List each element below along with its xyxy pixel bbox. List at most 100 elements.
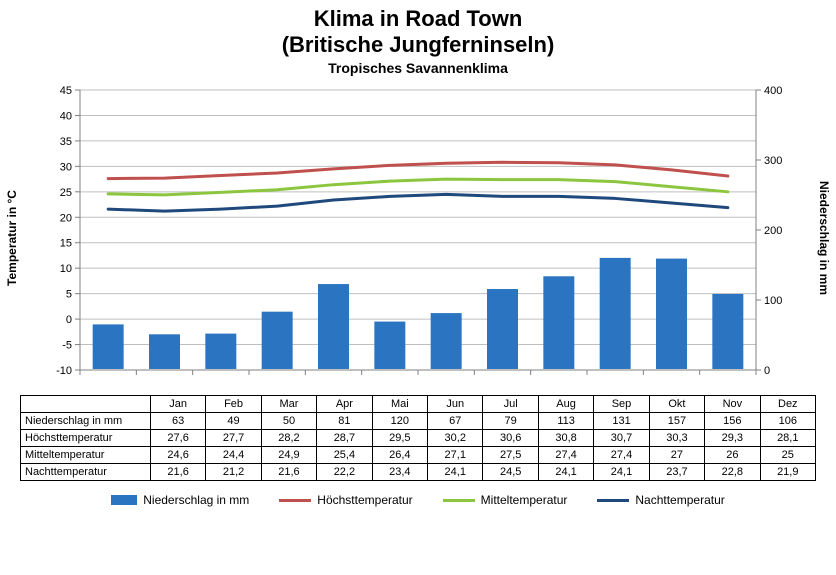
data-cell: 30,3	[649, 430, 704, 447]
data-cell: 25,4	[317, 447, 372, 464]
svg-text:400: 400	[764, 85, 782, 97]
svg-text:30: 30	[60, 161, 72, 173]
row-header: Höchsttemperatur	[21, 430, 151, 447]
line-swatch-hoechst	[279, 499, 311, 502]
data-cell: 30,7	[594, 430, 649, 447]
data-cell: 81	[317, 413, 372, 430]
data-cell: 30,2	[428, 430, 483, 447]
data-cell: 79	[483, 413, 538, 430]
month-header: Jan	[150, 396, 205, 413]
svg-text:200: 200	[764, 225, 782, 237]
title-block: Klima in Road Town (Britische Jungfernin…	[0, 0, 836, 76]
data-cell: 21,6	[261, 464, 316, 481]
data-cell: 26	[705, 447, 760, 464]
table-row: Höchsttemperatur27,627,728,228,729,530,2…	[21, 430, 816, 447]
svg-text:100: 100	[764, 295, 782, 307]
legend-label-niederschlag: Niederschlag in mm	[143, 493, 249, 507]
data-cell: 25	[760, 447, 815, 464]
data-cell: 23,4	[372, 464, 427, 481]
month-header: Feb	[206, 396, 261, 413]
month-header: Mar	[261, 396, 316, 413]
data-cell: 24,1	[594, 464, 649, 481]
svg-text:0: 0	[764, 365, 770, 377]
title-line-2: (Britische Jungferninseln)	[0, 32, 836, 58]
legend: Niederschlag in mm Höchsttemperatur Mitt…	[0, 493, 836, 507]
data-cell: 22,2	[317, 464, 372, 481]
legend-label-nacht: Nachttemperatur	[635, 493, 724, 507]
month-header: Mai	[372, 396, 427, 413]
data-cell: 30,6	[483, 430, 538, 447]
chart-svg: -10-50510152025303540450100200300400	[20, 80, 816, 390]
data-cell: 27,6	[150, 430, 205, 447]
svg-text:35: 35	[60, 136, 72, 148]
table-row: Mitteltemperatur24,624,424,925,426,427,1…	[21, 447, 816, 464]
legend-label-mittel: Mitteltemperatur	[481, 493, 568, 507]
month-header: Okt	[649, 396, 704, 413]
data-cell: 24,1	[538, 464, 593, 481]
table-row: Niederschlag in mm6349508112067791131311…	[21, 413, 816, 430]
legend-item-hoechst: Höchsttemperatur	[279, 493, 412, 507]
table-corner	[21, 396, 151, 413]
data-cell: 24,6	[150, 447, 205, 464]
month-header: Jul	[483, 396, 538, 413]
legend-item-niederschlag: Niederschlag in mm	[111, 493, 249, 507]
table-header-row: JanFebMarAprMaiJunJulAugSepOktNovDez	[21, 396, 816, 413]
line-swatch-mittel	[443, 499, 475, 502]
data-cell: 21,2	[206, 464, 261, 481]
data-cell: 49	[206, 413, 261, 430]
legend-label-hoechst: Höchsttemperatur	[317, 493, 412, 507]
svg-text:10: 10	[60, 263, 72, 275]
data-cell: 156	[705, 413, 760, 430]
row-header: Niederschlag in mm	[21, 413, 151, 430]
data-cell: 67	[428, 413, 483, 430]
data-cell: 24,5	[483, 464, 538, 481]
data-cell: 21,9	[760, 464, 815, 481]
data-cell: 28,2	[261, 430, 316, 447]
svg-text:300: 300	[764, 155, 782, 167]
data-cell: 113	[538, 413, 593, 430]
chart-area: Temperatur in °C Niederschlag in mm -10-…	[20, 80, 816, 395]
data-cell: 27,4	[538, 447, 593, 464]
y-axis-right-label: Niederschlag in mm	[817, 180, 831, 294]
svg-text:5: 5	[66, 289, 72, 301]
data-cell: 30,8	[538, 430, 593, 447]
data-cell: 22,8	[705, 464, 760, 481]
month-header: Dez	[760, 396, 815, 413]
line-swatch-nacht	[597, 499, 629, 502]
data-cell: 24,9	[261, 447, 316, 464]
svg-text:40: 40	[60, 110, 72, 122]
svg-text:25: 25	[60, 187, 72, 199]
bar-swatch	[111, 495, 137, 505]
data-cell: 24,1	[428, 464, 483, 481]
month-header: Jun	[428, 396, 483, 413]
row-header: Mitteltemperatur	[21, 447, 151, 464]
data-cell: 106	[760, 413, 815, 430]
data-cell: 28,7	[317, 430, 372, 447]
svg-text:45: 45	[60, 85, 72, 97]
data-cell: 27,5	[483, 447, 538, 464]
month-header: Nov	[705, 396, 760, 413]
data-cell: 23,7	[649, 464, 704, 481]
data-cell: 63	[150, 413, 205, 430]
climate-chart-container: Klima in Road Town (Britische Jungfernin…	[0, 0, 836, 575]
month-header: Sep	[594, 396, 649, 413]
svg-text:-10: -10	[56, 365, 72, 377]
svg-text:20: 20	[60, 212, 72, 224]
data-cell: 24,4	[206, 447, 261, 464]
subtitle: Tropisches Savannenklima	[0, 60, 836, 76]
svg-text:-5: -5	[62, 340, 72, 352]
data-cell: 29,5	[372, 430, 427, 447]
data-cell: 131	[594, 413, 649, 430]
svg-text:0: 0	[66, 314, 72, 326]
data-cell: 27,1	[428, 447, 483, 464]
row-header: Nachttemperatur	[21, 464, 151, 481]
data-cell: 50	[261, 413, 316, 430]
data-cell: 27,4	[594, 447, 649, 464]
legend-item-mittel: Mitteltemperatur	[443, 493, 568, 507]
y-axis-left-label: Temperatur in °C	[5, 190, 19, 286]
legend-item-nacht: Nachttemperatur	[597, 493, 724, 507]
data-cell: 26,4	[372, 447, 427, 464]
title-line-1: Klima in Road Town	[0, 6, 836, 32]
data-cell: 21,6	[150, 464, 205, 481]
table-row: Nachttemperatur21,621,221,622,223,424,12…	[21, 464, 816, 481]
